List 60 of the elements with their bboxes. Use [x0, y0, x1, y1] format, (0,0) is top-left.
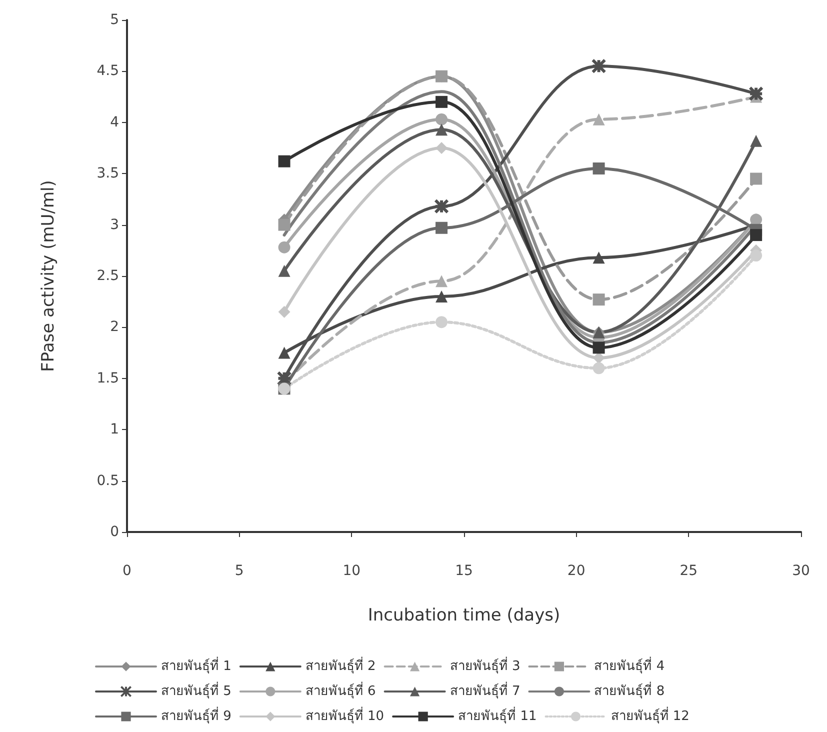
point: [436, 222, 448, 234]
point: [278, 346, 290, 359]
legend-label: สายพันธุ์ที่ 5: [161, 682, 232, 699]
point: [436, 142, 448, 154]
legend-label: สายพันธุ์ที่ 7: [450, 682, 520, 699]
y-tick-label: 2.5: [96, 268, 119, 284]
x-tick-label: 10: [342, 563, 361, 579]
y-tick-label: 3: [110, 216, 119, 233]
point: [592, 113, 605, 126]
legend-label: สายพันธุ์ที่ 9: [161, 707, 232, 724]
legend-label: สายพันธุ์ที่ 1: [161, 657, 232, 674]
legend-label: สายพันธุ์ที่ 12: [610, 707, 690, 724]
y-tick-label: 4.5: [96, 63, 119, 80]
point: [750, 229, 762, 242]
point: [750, 250, 762, 262]
point: [436, 113, 448, 126]
point: [750, 134, 762, 147]
x-tick-label: 0: [122, 563, 132, 579]
legend-label: สายพันธุ์ที่ 3: [450, 657, 520, 674]
point: [436, 96, 448, 108]
point: [278, 241, 290, 254]
x-tick-label: 15: [455, 563, 473, 579]
point: [276, 370, 292, 386]
point: [591, 58, 606, 74]
y-axis-title: FPase activity (mU/ml): [38, 180, 58, 372]
point: [592, 252, 605, 264]
legend-label: สายพันธุ์ที่ 2: [305, 657, 376, 674]
y-tick-label: 2: [110, 319, 119, 336]
x-tick-label: 20: [567, 563, 586, 579]
point: [436, 124, 448, 136]
point: [592, 362, 605, 374]
y-tick-label: 0.5: [96, 472, 119, 489]
point: [592, 342, 605, 354]
legend-label: สายพันธุ์ที่ 6: [305, 682, 376, 699]
point: [278, 155, 290, 168]
point: [278, 218, 290, 231]
point: [436, 316, 448, 328]
y-tick-label: 0: [110, 524, 119, 540]
legend-label: สายพันธุ์ที่ 10: [305, 707, 384, 724]
x-tick-label: 5: [234, 563, 244, 579]
point: [436, 275, 448, 288]
point: [434, 198, 450, 214]
point: [278, 264, 290, 277]
legend-label: สายพันธุ์ที่ 8: [594, 682, 665, 699]
point: [592, 294, 605, 306]
y-tick-label: 3.5: [96, 166, 119, 182]
legend-label: สายพันธุ์ที่ 11: [458, 707, 537, 724]
point: [278, 306, 290, 318]
point: [592, 162, 605, 174]
x-axis-title: Incubation time (days): [368, 606, 560, 626]
y-tick-label: 1: [110, 422, 119, 438]
point: [750, 172, 762, 185]
legend-label: สายพันธุ์ที่ 4: [594, 657, 665, 674]
y-tick-label: 5: [110, 12, 119, 28]
y-tick-label: 4: [110, 114, 120, 130]
x-tick-label: 25: [680, 563, 698, 579]
x-tick-label: 30: [792, 563, 810, 579]
point: [748, 86, 764, 102]
point: [436, 290, 448, 302]
y-tick-label: 1.5: [96, 370, 119, 386]
